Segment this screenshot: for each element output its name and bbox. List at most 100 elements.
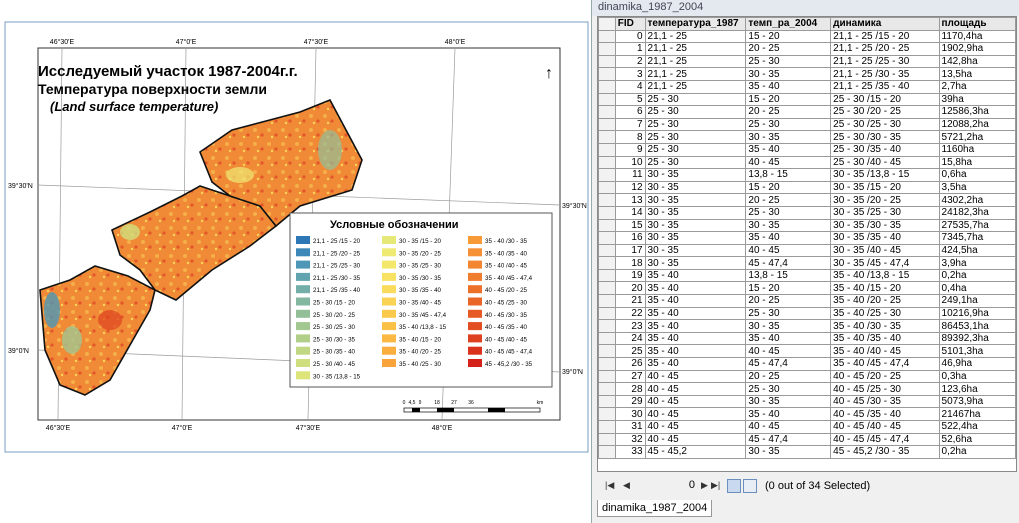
table-cell: 35 - 40 xyxy=(644,331,747,346)
row-selector[interactable] xyxy=(598,42,616,56)
table-cell: 35 - 40 xyxy=(644,281,747,296)
fid-cell: 30 xyxy=(614,407,646,421)
scale-label: km xyxy=(537,400,544,406)
table-cell: 45 - 45,2 /30 - 35 xyxy=(830,445,940,459)
show-selected-button[interactable] xyxy=(743,479,757,493)
row-selector[interactable] xyxy=(598,420,616,434)
longitude-label: 47°0'E xyxy=(172,424,193,432)
legend-label: 40 - 45 /30 - 35 xyxy=(485,312,528,319)
longitude-label: 47°30'E xyxy=(304,38,329,46)
row-selector[interactable] xyxy=(598,29,616,44)
table-row: 17 30 - 35 40 - 45 30 - 35 /40 - 45 424,5ha xyxy=(598,243,1016,258)
fid-cell: 25 xyxy=(614,344,646,359)
table-cell: 0,3ha xyxy=(938,369,1016,384)
row-selector[interactable] xyxy=(598,218,616,233)
table-cell: 40 - 45 xyxy=(745,155,832,170)
table-cell: 30 - 35 xyxy=(745,130,832,144)
fid-cell: 7 xyxy=(614,117,646,132)
fid-cell: 0 xyxy=(614,29,646,44)
row-selector[interactable] xyxy=(598,231,616,245)
table-row: 5 25 - 30 15 - 20 25 - 30 /15 - 20 39ha xyxy=(598,92,1016,107)
table-row: 13 30 - 35 20 - 25 30 - 35 /20 - 25 4302,2ha xyxy=(598,193,1016,207)
next-record-button[interactable]: ▶ xyxy=(701,480,708,490)
row-selector[interactable] xyxy=(598,105,616,119)
table-row: 9 25 - 30 35 - 40 25 - 30 /35 - 40 1160ha xyxy=(598,142,1016,157)
table-cell: 40 - 45 xyxy=(644,407,747,421)
legend-label: 30 - 35 /30 - 35 xyxy=(399,275,442,282)
legend-label: 40 - 45 /40 - 45 xyxy=(485,336,528,343)
legend-swatch xyxy=(296,346,310,355)
legend-label: 30 - 35 /40 - 45 xyxy=(399,300,442,307)
table-cell: 40 - 45 /25 - 30 xyxy=(830,382,940,396)
row-selector[interactable] xyxy=(598,319,616,333)
legend-swatch xyxy=(296,334,310,343)
first-record-button[interactable]: |◀ xyxy=(605,480,615,490)
row-selector[interactable] xyxy=(598,306,616,321)
fid-cell: 1 xyxy=(614,42,646,56)
table-row: 2 21,1 - 25 25 - 30 21,1 - 25 /25 - 30 142,8… xyxy=(598,54,1016,69)
table-cell: 25 - 30 xyxy=(644,105,747,119)
row-selector[interactable] xyxy=(598,357,616,371)
table-cell: 35 - 40 /15 - 20 xyxy=(830,281,940,296)
row-selector[interactable] xyxy=(598,407,616,421)
table-tab[interactable]: dinamika_1987_2004 xyxy=(597,500,713,517)
row-selector[interactable] xyxy=(598,344,616,359)
legend-label: 30 - 35 /13,8 - 15 xyxy=(313,373,361,380)
table-cell: 30 - 35 /30 - 35 xyxy=(830,218,940,233)
row-selector[interactable] xyxy=(598,155,616,170)
row-selector[interactable] xyxy=(598,193,616,207)
prev-record-button[interactable]: ◀ xyxy=(623,480,630,490)
table-cell: 40 - 45 xyxy=(644,382,747,396)
latitude-label: 39°0'N xyxy=(562,368,583,376)
table-cell: 40 - 45 xyxy=(745,420,832,434)
row-selector[interactable] xyxy=(598,394,616,409)
row-selector[interactable] xyxy=(598,268,616,283)
fid-cell: 11 xyxy=(614,168,646,182)
row-selector[interactable] xyxy=(598,180,616,195)
legend-swatch xyxy=(296,309,310,318)
table-cell: 35 - 40 /20 - 25 xyxy=(830,294,940,308)
scale-bar xyxy=(403,407,541,413)
row-selector[interactable] xyxy=(598,117,616,132)
row-selector[interactable] xyxy=(598,432,616,447)
legend-swatch xyxy=(296,371,310,380)
row-selector[interactable] xyxy=(598,92,616,107)
row-selector[interactable] xyxy=(598,243,616,258)
row-selector[interactable] xyxy=(598,445,616,459)
table-row: 29 40 - 45 30 - 35 40 - 45 /30 - 35 5073,9ha xyxy=(598,394,1016,409)
row-selector[interactable] xyxy=(598,79,616,94)
table-cell: 21,1 - 25 /30 - 35 xyxy=(830,67,940,81)
show-all-button[interactable] xyxy=(727,479,741,493)
row-selector[interactable] xyxy=(598,142,616,157)
legend-swatch xyxy=(382,285,396,294)
fid-cell: 6 xyxy=(614,105,646,119)
scale-label: 4,5 xyxy=(409,400,416,406)
table-cell: 40 - 45 /35 - 40 xyxy=(830,407,940,421)
table-cell: 40 - 45 xyxy=(644,432,747,447)
row-selector[interactable] xyxy=(598,130,616,144)
row-selector[interactable] xyxy=(598,369,616,384)
row-selector[interactable] xyxy=(598,54,616,69)
row-selector[interactable] xyxy=(598,294,616,308)
legend-label: 21,1 - 25 /20 - 25 xyxy=(313,250,361,257)
table-cell: 25 - 30 xyxy=(745,117,832,132)
table-cell: 3,5ha xyxy=(938,180,1016,195)
table-cell: 30 - 35 xyxy=(745,445,832,459)
current-record[interactable]: 0 xyxy=(688,479,695,491)
row-selector[interactable] xyxy=(598,168,616,182)
row-selector[interactable] xyxy=(598,281,616,296)
table-cell: 30 - 35 xyxy=(745,218,832,233)
row-selector[interactable] xyxy=(598,256,616,270)
table-cell: 35 - 40 /35 - 40 xyxy=(830,331,940,346)
row-selector[interactable] xyxy=(598,382,616,396)
table-cell: 13,8 - 15 xyxy=(745,168,832,182)
row-selector[interactable] xyxy=(598,205,616,220)
row-selector[interactable] xyxy=(598,331,616,346)
table-cell: 21,1 - 25 /15 - 20 xyxy=(830,29,940,44)
longitude-label: 46°30'E xyxy=(46,424,71,432)
patch xyxy=(120,224,140,240)
last-record-button[interactable]: ▶| xyxy=(711,480,721,490)
row-selector[interactable] xyxy=(598,67,616,81)
table-cell: 20 - 25 xyxy=(745,105,832,119)
